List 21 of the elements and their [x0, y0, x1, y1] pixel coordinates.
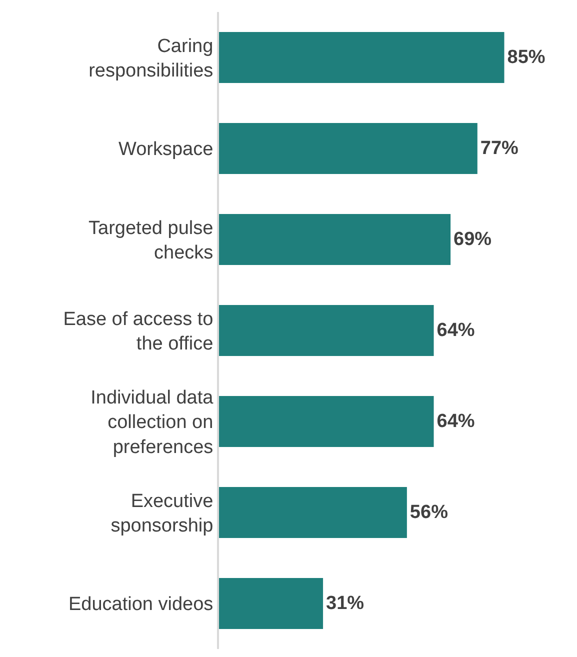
y-tick-label: Caring responsibilities: [88, 36, 214, 82]
y-tick-label: Executive sponsorship: [110, 490, 214, 536]
bar: [219, 578, 324, 629]
bar: [219, 396, 434, 447]
data-label: 64%: [436, 411, 475, 432]
y-tick-label: Education videos: [68, 594, 214, 616]
bar: [219, 214, 451, 265]
bar: [219, 487, 407, 538]
bar: [219, 305, 434, 356]
data-label: 31%: [326, 593, 364, 614]
y-tick-label: Ease of access to the office: [63, 308, 214, 354]
data-label: 69%: [454, 229, 492, 250]
data-label: 77%: [480, 138, 519, 159]
y-tick-label: Workspace: [118, 139, 214, 160]
bar: [219, 32, 504, 83]
data-label: 56%: [410, 502, 448, 523]
y-tick-label: Targeted pulse checks: [88, 218, 214, 264]
bar: [219, 123, 478, 174]
data-label: 64%: [436, 320, 475, 341]
y-tick-label: Individual data collection on preferences: [90, 387, 214, 458]
data-label: 85%: [507, 47, 546, 68]
